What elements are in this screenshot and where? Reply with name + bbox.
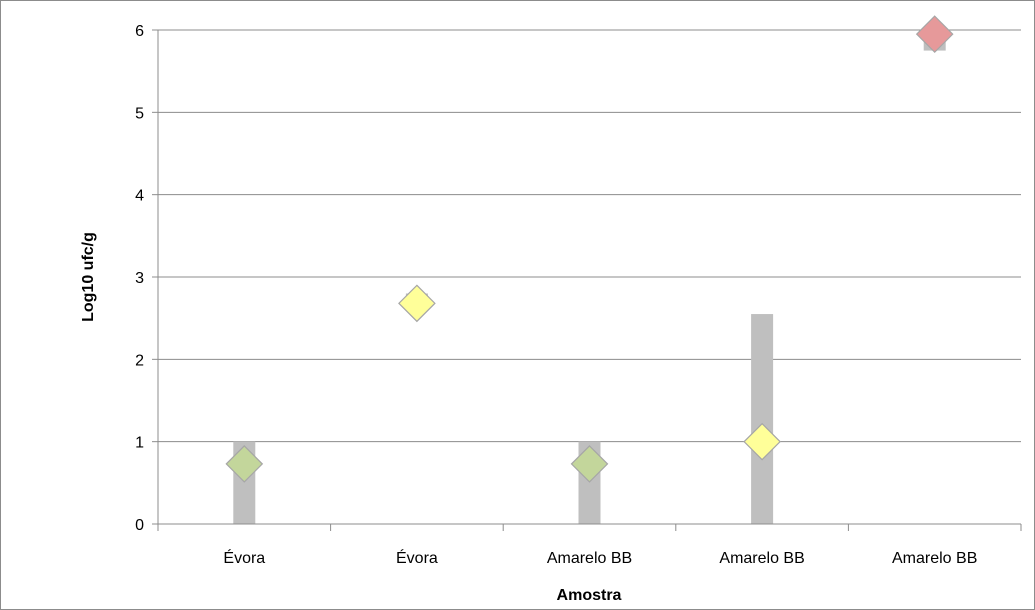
- data-points: [225, 15, 954, 483]
- y-tick-label: 4: [135, 188, 144, 205]
- y-tick-label: 3: [135, 270, 144, 287]
- range-bar: [751, 314, 774, 524]
- axes: [152, 29, 1022, 531]
- data-point-marker: [743, 422, 781, 461]
- data-point-marker: [915, 15, 954, 53]
- y-axis-title: Log10 ufc/g: [80, 232, 97, 322]
- y-tick-label: 1: [135, 435, 144, 452]
- y-tick-label: 0: [135, 517, 144, 534]
- y-tick-label: 2: [135, 352, 144, 369]
- x-tick-label: Amarelo BB: [719, 550, 804, 567]
- data-point-marker: [570, 445, 609, 483]
- x-tick-label: Amarelo BB: [547, 550, 632, 567]
- x-tick-label: Amarelo BB: [892, 550, 977, 567]
- y-tick-label: 5: [135, 105, 144, 122]
- y-tick-label: 6: [135, 23, 144, 40]
- gridlines: [158, 29, 1021, 443]
- data-point-marker: [398, 284, 436, 323]
- tick-labels: 0 1 2 3 4 5 6 Évora Évora Amarelo BB Amarelo BB Ama…: [135, 23, 977, 567]
- x-axis-title: Amostra: [557, 587, 622, 604]
- x-tick-label: Évora: [396, 548, 438, 567]
- x-tick-label: Évora: [223, 548, 265, 567]
- data-point-marker: [225, 445, 264, 483]
